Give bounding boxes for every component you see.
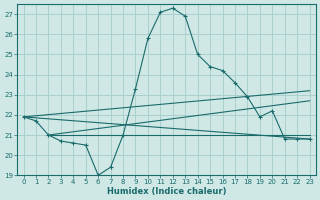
X-axis label: Humidex (Indice chaleur): Humidex (Indice chaleur) (107, 187, 226, 196)
